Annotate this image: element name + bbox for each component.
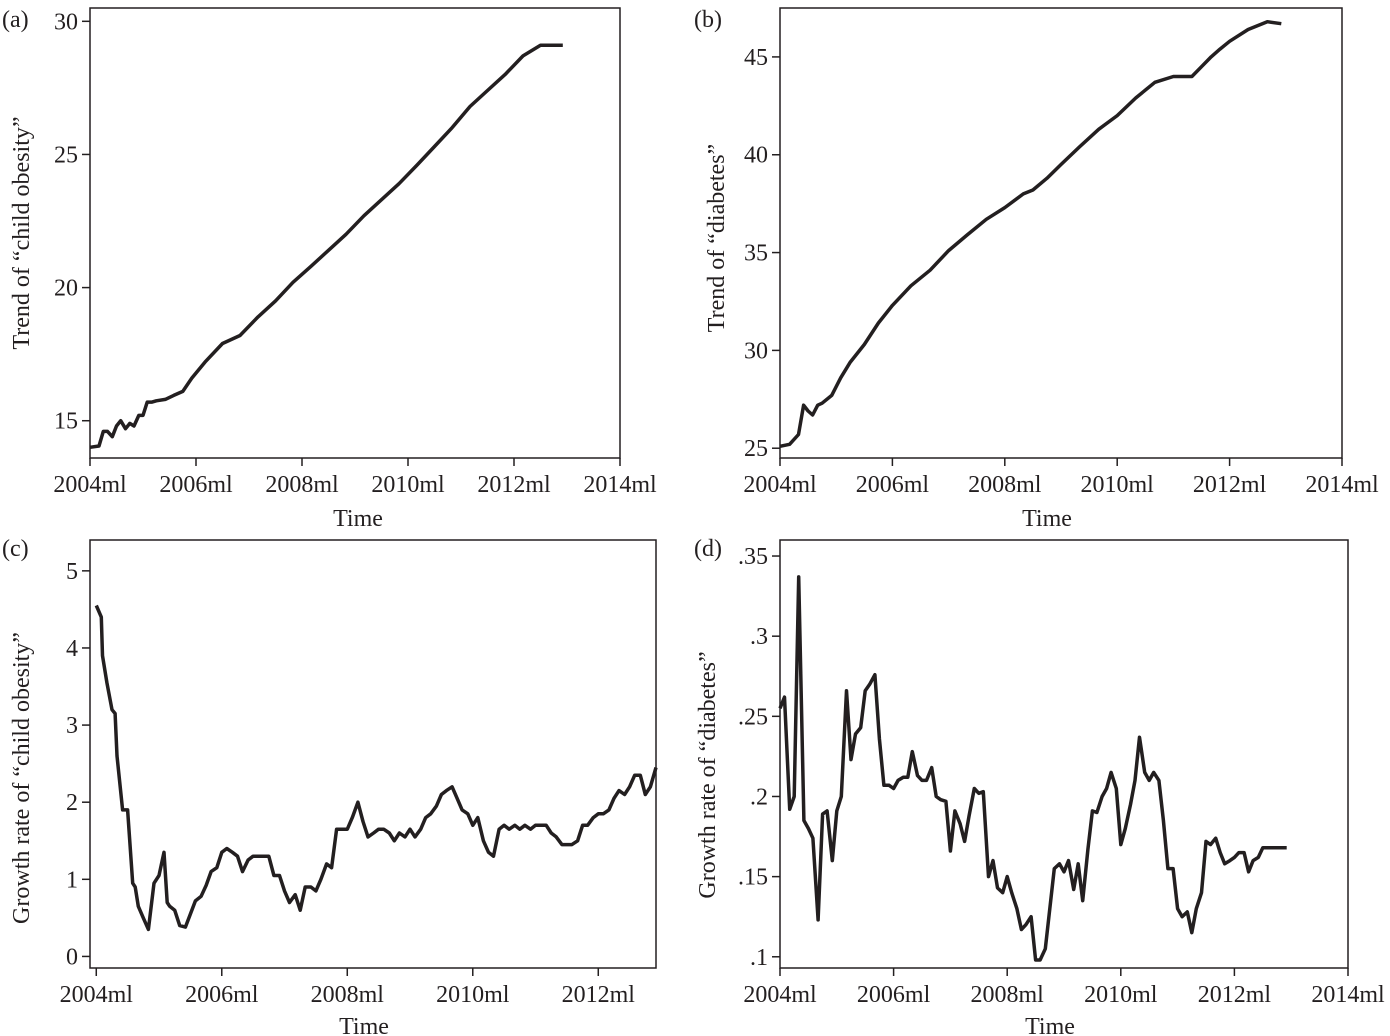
x-tick-label-b-5: 2014ml — [1305, 472, 1379, 498]
series-line-b — [779, 19, 1282, 449]
x-tick-label-d-0: 2004ml — [743, 982, 817, 1008]
y-tick-label-c-5: 5 — [66, 559, 78, 585]
x-tick-label-a-4: 2012ml — [477, 472, 551, 498]
x-tick-label-a-0: 2004ml — [53, 472, 127, 498]
x-tick-label-b-3: 2010ml — [1081, 472, 1155, 498]
y-tick-label-b-1: 30 — [744, 338, 768, 364]
y-tick-label-d-4: .3 — [750, 624, 768, 650]
panel-c: (c) 0 1 2 3 4 5 2004ml 2006ml 2008ml 2010ml 2012m… — [2, 536, 658, 1036]
x-axis-title-b: Time — [1022, 506, 1072, 532]
x-tick-label-d-1: 2006ml — [857, 982, 931, 1008]
y-tick-label-b-4: 45 — [744, 45, 768, 71]
y-tick-label-c-3: 3 — [66, 713, 78, 739]
x-tick-label-a-3: 2010ml — [371, 472, 445, 498]
x-tick-label-c-2: 2008ml — [311, 982, 385, 1008]
x-tick-label-d-2: 2008ml — [971, 982, 1045, 1008]
x-tick-label-b-0: 2004ml — [743, 472, 817, 498]
y-tick-label-d-2: .2 — [750, 784, 768, 810]
x-tick-label-d-4: 2012ml — [1198, 982, 1272, 1008]
plot-frame-c — [89, 539, 657, 969]
y-tick-label-d-5: .35 — [738, 544, 768, 570]
panel-label-b: (b) — [694, 7, 722, 33]
y-tick-label-c-2: 2 — [66, 790, 78, 816]
x-tick-label-b-2: 2008ml — [968, 472, 1042, 498]
series-line-c — [94, 604, 658, 932]
y-axis-title-c: Growth rate of “child obesity” — [9, 632, 35, 924]
x-tick-label-d-3: 2010ml — [1084, 982, 1158, 1008]
x-tick-label-a-5: 2014ml — [583, 472, 657, 498]
plot-frame-b — [779, 7, 1343, 459]
panel-a: (a) 15 20 25 30 2004ml 2006ml 2008ml 2010ml 201… — [2, 7, 657, 532]
x-tick-label-c-0: 2004ml — [60, 982, 134, 1008]
panel-label-d: (d) — [694, 536, 722, 562]
y-axis-d: .1 .15 .2 .25 .3 .35 — [738, 544, 780, 971]
y-tick-label-d-0: .1 — [750, 945, 768, 971]
y-axis-a: 15 20 25 30 — [54, 9, 90, 435]
y-tick-label-c-4: 4 — [66, 636, 78, 662]
x-axis-b: 2004ml 2006ml 2008ml 2010ml 2012ml 2014ml — [743, 458, 1379, 498]
y-tick-label-a-2: 25 — [54, 142, 78, 168]
y-axis-title-b: Trend of “diabetes” — [704, 144, 730, 332]
panel-label-c: (c) — [2, 536, 29, 562]
x-tick-label-d-5: 2014ml — [1311, 982, 1385, 1008]
x-axis-title-c: Time — [339, 1014, 389, 1036]
series-line-a — [89, 43, 563, 450]
y-axis-title-a: Trend of “child obesity” — [9, 116, 35, 349]
plot-frame-d — [779, 539, 1349, 969]
x-tick-label-b-4: 2012ml — [1193, 472, 1267, 498]
x-axis-d: 2004ml 2006ml 2008ml 2010ml 2012ml 2014ml — [743, 968, 1385, 1008]
y-tick-label-d-3: .25 — [738, 704, 768, 730]
series-line-d — [778, 575, 1287, 962]
y-axis-title-d: Growth rate of “diabetes” — [695, 651, 721, 898]
x-tick-label-c-3: 2010ml — [436, 982, 510, 1008]
panel-label-a: (a) — [2, 7, 29, 33]
x-tick-label-a-2: 2008ml — [265, 472, 339, 498]
y-tick-label-c-1: 1 — [66, 867, 78, 893]
y-axis-c: 0 1 2 3 4 5 — [66, 559, 90, 970]
x-tick-label-c-4: 2012ml — [562, 982, 636, 1008]
x-tick-label-a-1: 2006ml — [159, 472, 233, 498]
y-axis-b: 25 30 35 40 45 — [744, 45, 780, 462]
y-tick-label-c-0: 0 — [66, 944, 78, 970]
y-tick-label-d-1: .15 — [738, 865, 768, 891]
x-tick-label-b-1: 2006ml — [856, 472, 930, 498]
y-tick-label-a-0: 15 — [54, 409, 78, 435]
y-tick-label-b-2: 35 — [744, 241, 768, 267]
x-axis-title-d: Time — [1025, 1014, 1075, 1036]
y-tick-label-b-3: 40 — [744, 143, 768, 169]
x-axis-a: 2004ml 2006ml 2008ml 2010ml 2012ml 2014ml — [53, 458, 657, 498]
y-tick-label-b-0: 25 — [744, 436, 768, 462]
panel-d: (d) .1.15.2.25.3.35 2004ml 2006ml 2008ml 20… — [694, 536, 1385, 1036]
x-axis-c: 2004ml 2006ml 2008ml 2010ml 2012ml — [60, 968, 636, 1008]
x-tick-label-c-1: 2006ml — [185, 982, 259, 1008]
plot-frame-a — [89, 7, 621, 459]
y-tick-label-a-3: 30 — [54, 9, 78, 35]
y-tick-label-a-1: 20 — [54, 276, 78, 302]
x-axis-title-a: Time — [333, 506, 383, 532]
